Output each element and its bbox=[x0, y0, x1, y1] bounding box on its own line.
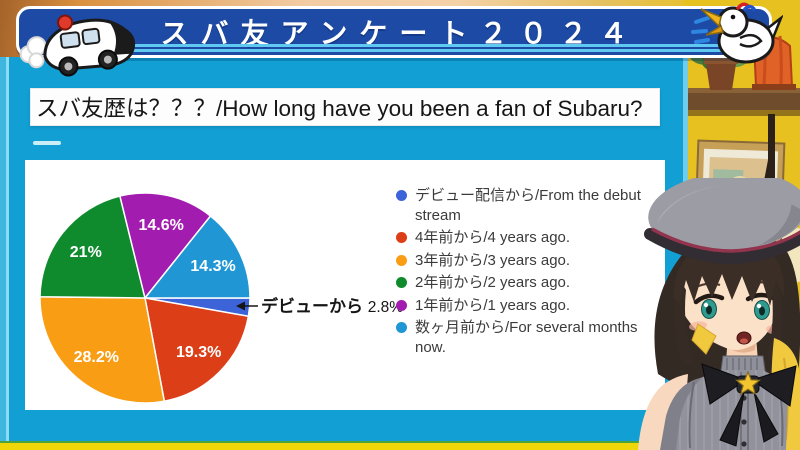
legend-item: 1年前から/1 years ago. bbox=[396, 296, 654, 316]
chart-legend: デビュー配信から/From the debut stream 4年前から/4 ye… bbox=[396, 186, 654, 360]
legend-label: 3年前から/3 years ago. bbox=[415, 251, 571, 269]
legend-dot bbox=[396, 299, 407, 311]
legend-label: 数ヶ月前から/For several months now. bbox=[415, 319, 638, 356]
annotation-text: デビューから 2.8% bbox=[261, 296, 403, 316]
banner-title: スバ友アンケート２０２４ bbox=[160, 18, 640, 49]
beret bbox=[644, 178, 800, 265]
legend-label: 2年前から/2 years ago. bbox=[415, 274, 571, 291]
legend-item: 2年前から/2 years ago. bbox=[396, 273, 654, 293]
question-title-bar: スバ友歴は？？？/How long have you been a fan of… bbox=[30, 88, 660, 126]
bottom-yellow-bar bbox=[0, 441, 800, 450]
accent-dash bbox=[33, 141, 61, 145]
annotation-arrow bbox=[236, 301, 245, 311]
shelf bbox=[684, 88, 800, 116]
pie-chart: 19.3% 28.2% 21% 14.6% 14.3% デビューから 2.8% bbox=[39, 192, 403, 404]
legend-item: デビュー配信から/From the debut stream bbox=[396, 186, 654, 225]
eyes bbox=[693, 292, 778, 320]
ribbon-bow bbox=[701, 363, 797, 447]
pie-slice-1 bbox=[144, 297, 250, 403]
legend-dot bbox=[396, 190, 407, 201]
legend-label: 1年前から/1 years ago. bbox=[415, 296, 571, 314]
police-car-icon bbox=[19, 14, 136, 77]
pie-slice-2 bbox=[39, 295, 166, 404]
pie-slice-4 bbox=[118, 192, 212, 300]
legend-item: 3年前から/3 years ago. bbox=[396, 251, 654, 271]
legend-label: デビュー配信から/From the debut stream bbox=[415, 187, 641, 224]
legend-dot bbox=[396, 232, 407, 243]
mouth bbox=[736, 331, 752, 345]
slice-value-label: 14.6% bbox=[139, 217, 184, 234]
legend-dot bbox=[396, 254, 407, 266]
legend-dot bbox=[396, 322, 407, 333]
star-ornament bbox=[735, 370, 761, 396]
side-lock bbox=[767, 277, 783, 361]
duck-icon bbox=[691, 2, 783, 64]
subaru-character bbox=[638, 178, 800, 450]
pie-slice-5 bbox=[143, 214, 251, 299]
legend-item: 4年前から/4 years ago. bbox=[396, 228, 654, 248]
question-title: スバ友歴は？？？/How long have you been a fan of… bbox=[36, 96, 643, 121]
legend-item: 数ヶ月前から/For several months now. bbox=[396, 318, 654, 357]
legend-label: 4年前から/4 years ago. bbox=[415, 229, 571, 246]
banner: スバ友アンケート２０２４ bbox=[16, 6, 772, 58]
slice-value-label: 19.3% bbox=[176, 344, 221, 361]
slice-value-label: 28.2% bbox=[74, 349, 119, 366]
chart-panel: 19.3% 28.2% 21% 14.6% 14.3% デビューから 2.8% デビュー配… bbox=[25, 160, 665, 410]
pie-slice-3 bbox=[39, 195, 146, 299]
slice-value-label: 21% bbox=[70, 244, 102, 261]
slice-value-label: 14.3% bbox=[190, 258, 235, 275]
shelf-bracket bbox=[763, 114, 775, 186]
legend-dot bbox=[396, 277, 407, 288]
